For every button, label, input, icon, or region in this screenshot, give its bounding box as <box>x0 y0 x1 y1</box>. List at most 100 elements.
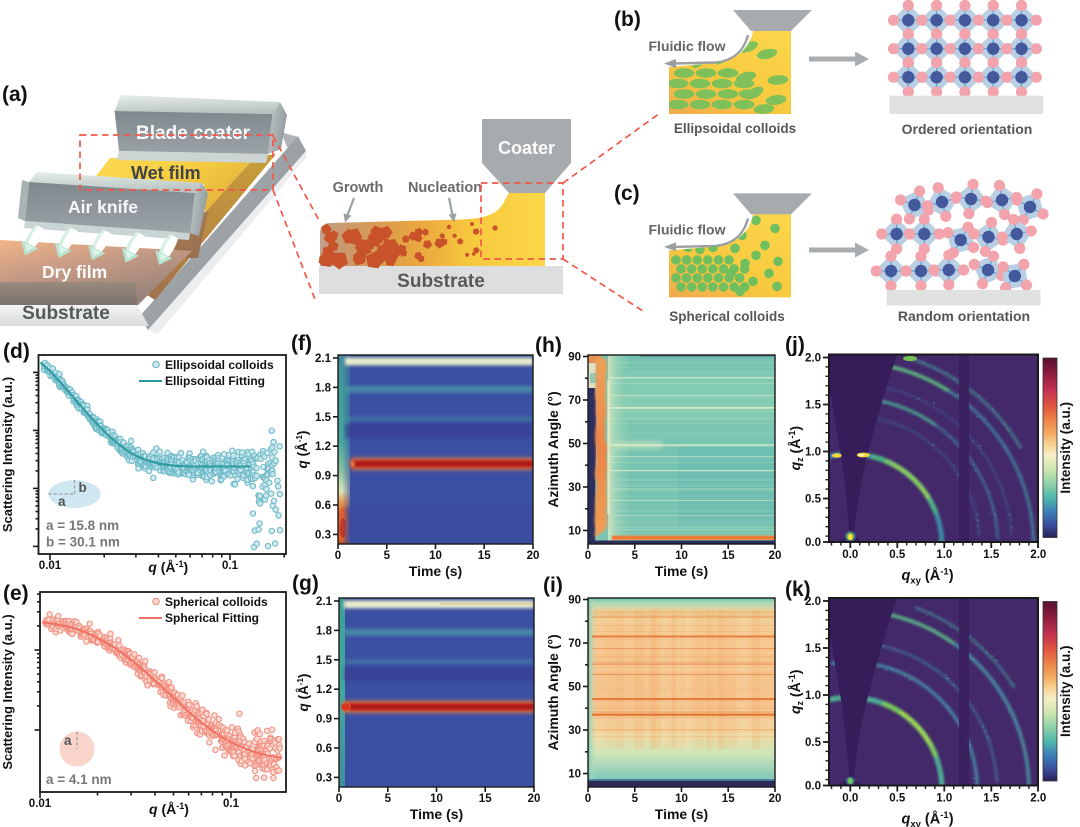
svg-text:2.0: 2.0 <box>1030 793 1046 805</box>
svg-text:1.0: 1.0 <box>936 549 952 561</box>
svg-text:0.9: 0.9 <box>315 471 331 483</box>
svg-text:70: 70 <box>568 395 581 407</box>
svg-text:(b): (b) <box>614 8 641 31</box>
svg-text:1.0: 1.0 <box>936 793 952 805</box>
svg-text:0.6: 0.6 <box>315 500 331 512</box>
svg-text:Spherical Fitting: Spherical Fitting <box>165 611 259 625</box>
svg-text:10: 10 <box>568 526 581 538</box>
svg-text:Fluidic flow: Fluidic flow <box>649 38 726 54</box>
svg-text:10: 10 <box>429 550 442 562</box>
svg-text:0.0: 0.0 <box>805 781 821 793</box>
svg-text:Azimuth Angle (°): Azimuth Angle (°) <box>545 391 561 507</box>
svg-text:Time (s): Time (s) <box>655 806 708 822</box>
svg-text:1.5: 1.5 <box>805 400 822 412</box>
svg-text:2.0: 2.0 <box>1030 549 1046 561</box>
svg-text:(a): (a) <box>2 83 28 106</box>
svg-text:(e): (e) <box>3 582 29 605</box>
svg-text:(d): (d) <box>3 340 30 363</box>
svg-text:50: 50 <box>568 682 581 694</box>
svg-text:0.01: 0.01 <box>29 798 52 810</box>
svg-text:Blade coater: Blade coater <box>136 123 251 144</box>
svg-text:0: 0 <box>336 793 342 805</box>
svg-text:Nucleation: Nucleation <box>408 180 482 196</box>
svg-text:20: 20 <box>528 793 541 805</box>
svg-text:Time (s): Time (s) <box>655 563 708 579</box>
svg-text:Intensity (a.u.): Intensity (a.u.) <box>1058 645 1073 737</box>
svg-text:1.5: 1.5 <box>315 412 332 424</box>
svg-text:(j): (j) <box>785 334 805 357</box>
svg-text:5: 5 <box>384 550 391 562</box>
svg-text:0.5: 0.5 <box>805 494 822 506</box>
svg-text:1.2: 1.2 <box>316 684 332 696</box>
svg-text:0.01: 0.01 <box>39 560 62 572</box>
svg-text:1.2: 1.2 <box>315 441 331 453</box>
svg-text:10: 10 <box>430 793 443 805</box>
svg-text:15: 15 <box>479 793 492 805</box>
svg-text:20: 20 <box>527 550 540 562</box>
svg-text:90: 90 <box>568 595 581 607</box>
svg-text:20: 20 <box>769 793 782 805</box>
svg-text:1.0: 1.0 <box>805 447 821 459</box>
svg-text:5: 5 <box>385 793 392 805</box>
svg-text:Fluidic flow: Fluidic flow <box>649 221 726 237</box>
svg-text:qxy (Å-1): qxy (Å-1) <box>901 567 953 587</box>
svg-text:1.0: 1.0 <box>805 690 821 702</box>
svg-text:1.8: 1.8 <box>315 382 332 394</box>
svg-text:0.5: 0.5 <box>889 793 906 805</box>
svg-text:0.9: 0.9 <box>316 714 332 726</box>
svg-text:Ellipsoidal colloids: Ellipsoidal colloids <box>165 358 274 372</box>
svg-text:Scattering Intensity (a.u.): Scattering Intensity (a.u.) <box>0 377 15 532</box>
svg-text:qz (Å-1): qz (Å-1) <box>787 670 805 714</box>
svg-text:Scattering Intensity (a.u.): Scattering Intensity (a.u.) <box>0 614 15 769</box>
svg-text:0.1: 0.1 <box>222 560 239 572</box>
svg-text:2.1: 2.1 <box>315 353 332 365</box>
svg-text:15: 15 <box>722 793 735 805</box>
svg-text:Ellipsoidal colloids: Ellipsoidal colloids <box>674 121 796 136</box>
svg-text:0.5: 0.5 <box>889 549 906 561</box>
svg-text:Substrate: Substrate <box>22 303 110 324</box>
svg-text:10: 10 <box>675 793 688 805</box>
svg-text:5: 5 <box>632 793 639 805</box>
svg-text:1.5: 1.5 <box>983 793 1000 805</box>
svg-text:Intensity (a.u.): Intensity (a.u.) <box>1058 402 1073 494</box>
svg-text:20: 20 <box>769 550 782 562</box>
svg-text:(i): (i) <box>543 574 563 597</box>
svg-text:Random orientation: Random orientation <box>898 308 1030 324</box>
svg-text:0: 0 <box>585 793 591 805</box>
svg-text:Spherical colloids: Spherical colloids <box>669 309 785 324</box>
svg-text:10: 10 <box>675 550 688 562</box>
svg-text:a: a <box>64 733 72 748</box>
svg-text:10: 10 <box>568 769 581 781</box>
svg-text:qxy (Å-1): qxy (Å-1) <box>901 810 953 827</box>
svg-text:50: 50 <box>568 439 581 451</box>
svg-text:b: b <box>79 480 87 495</box>
svg-text:0.0: 0.0 <box>842 793 858 805</box>
svg-text:Time (s): Time (s) <box>409 563 462 579</box>
svg-text:Wet film: Wet film <box>131 163 201 183</box>
svg-text:90: 90 <box>568 352 581 364</box>
svg-text:Growth: Growth <box>333 180 384 196</box>
svg-text:2.1: 2.1 <box>316 596 333 608</box>
svg-text:Ordered orientation: Ordered orientation <box>902 121 1033 137</box>
svg-text:1.8: 1.8 <box>316 625 333 637</box>
svg-text:0.1: 0.1 <box>223 798 240 810</box>
svg-text:0: 0 <box>585 550 591 562</box>
svg-text:0.0: 0.0 <box>842 549 858 561</box>
svg-text:Spherical colloids: Spherical colloids <box>165 595 268 609</box>
svg-text:15: 15 <box>722 550 735 562</box>
svg-text:2.0: 2.0 <box>805 596 821 608</box>
svg-text:a = 4.1 nm: a = 4.1 nm <box>46 772 112 787</box>
svg-text:5: 5 <box>632 550 639 562</box>
svg-text:(h): (h) <box>535 334 562 357</box>
svg-text:15: 15 <box>478 550 491 562</box>
svg-text:b = 30.1 nm: b = 30.1 nm <box>46 535 120 550</box>
svg-text:0: 0 <box>335 550 341 562</box>
svg-text:0.3: 0.3 <box>316 772 332 784</box>
svg-text:Dry film: Dry film <box>42 262 107 282</box>
svg-text:(c): (c) <box>614 182 640 205</box>
svg-text:1.5: 1.5 <box>805 643 822 655</box>
svg-text:(g): (g) <box>292 572 319 595</box>
svg-text:0.3: 0.3 <box>315 529 331 541</box>
svg-text:qz (Å-1): qz (Å-1) <box>787 426 805 470</box>
svg-text:2.0: 2.0 <box>805 353 821 365</box>
